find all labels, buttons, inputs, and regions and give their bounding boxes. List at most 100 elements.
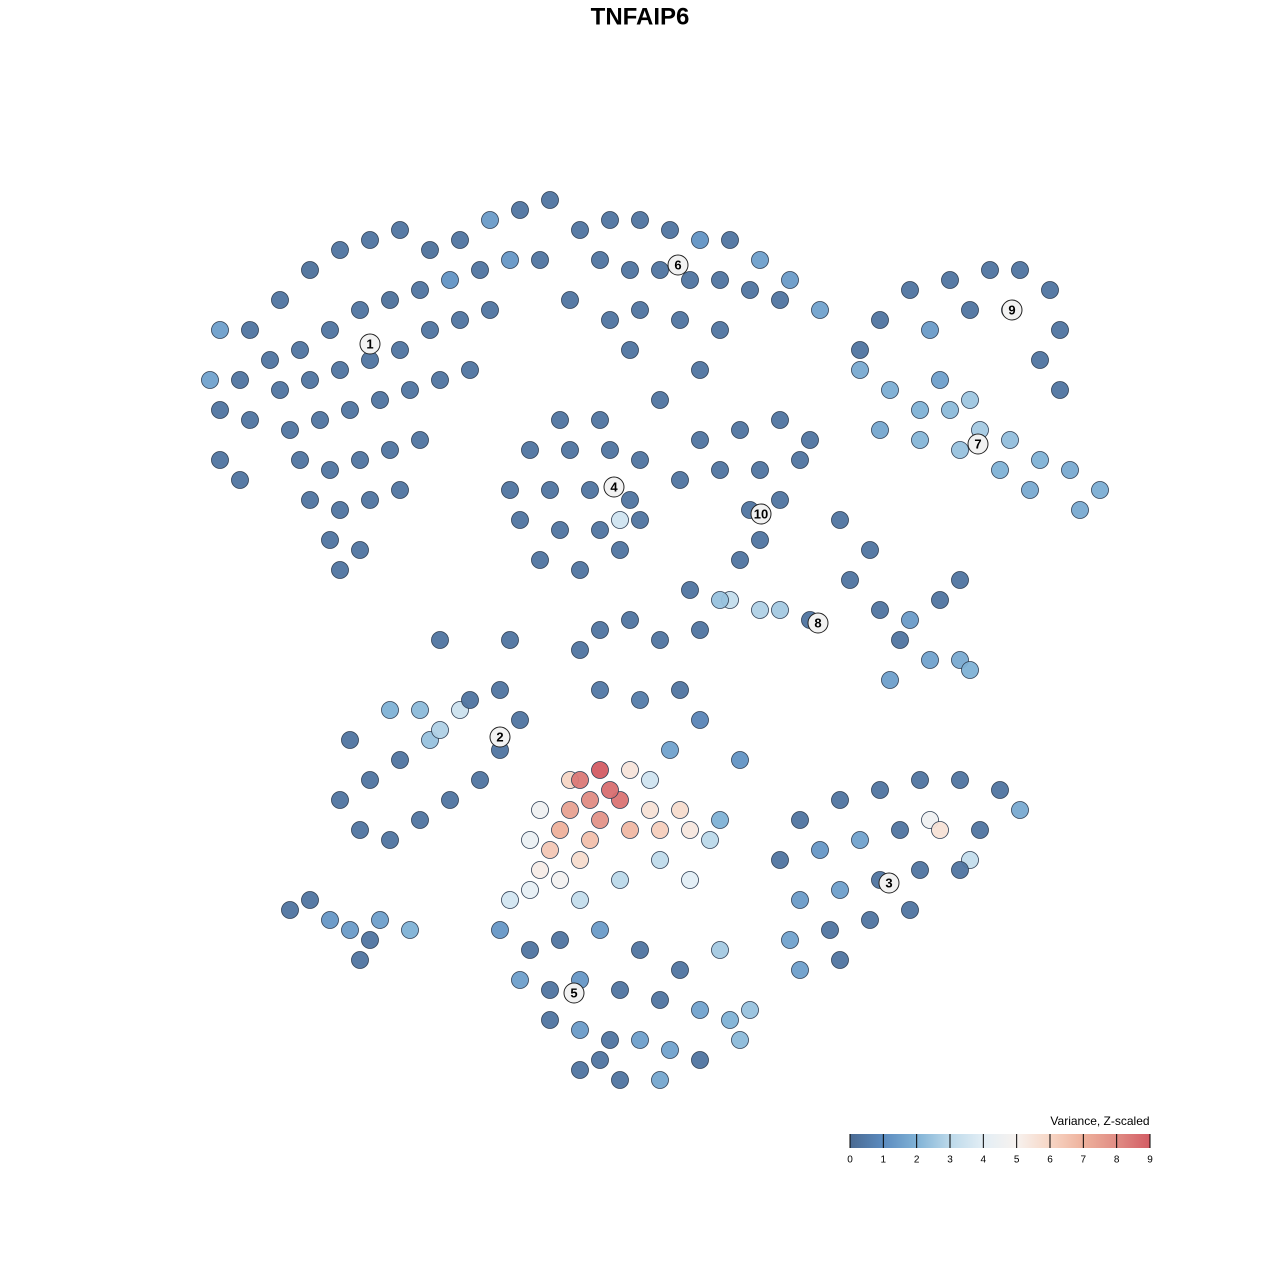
point (341, 401, 359, 419)
point (461, 361, 479, 379)
cluster-label: 2 (496, 729, 503, 744)
point (241, 321, 259, 339)
point (331, 791, 349, 809)
point (321, 911, 339, 929)
point (561, 801, 579, 819)
point (971, 821, 989, 839)
point (391, 751, 409, 769)
point (441, 791, 459, 809)
point (691, 231, 709, 249)
point (621, 341, 639, 359)
point (501, 891, 519, 909)
point (521, 941, 539, 959)
cluster-label: 1 (366, 336, 373, 351)
point (711, 271, 729, 289)
point (911, 431, 929, 449)
point (331, 561, 349, 579)
point (511, 971, 529, 989)
point (871, 601, 889, 619)
point (811, 301, 829, 319)
point (571, 1061, 589, 1079)
point (741, 1001, 759, 1019)
point (531, 551, 549, 569)
point (241, 411, 259, 429)
point (671, 471, 689, 489)
point (961, 391, 979, 409)
point (641, 801, 659, 819)
point (771, 601, 789, 619)
point (851, 361, 869, 379)
point (941, 271, 959, 289)
point (301, 891, 319, 909)
colorbar-tick-label: 6 (1047, 1155, 1053, 1166)
point (691, 1001, 709, 1019)
point (691, 621, 709, 639)
point (561, 441, 579, 459)
point (651, 821, 669, 839)
point (411, 431, 429, 449)
point (401, 921, 419, 939)
point (541, 481, 559, 499)
cluster-badge (750, 503, 772, 525)
point (611, 541, 629, 559)
point (651, 991, 669, 1009)
point (831, 951, 849, 969)
point (661, 1041, 679, 1059)
point (831, 791, 849, 809)
points (201, 191, 1109, 1089)
point (421, 321, 439, 339)
point (381, 831, 399, 849)
point (361, 491, 379, 509)
point (211, 401, 229, 419)
point (481, 211, 499, 229)
point (501, 481, 519, 499)
cluster-label: 4 (610, 479, 618, 494)
point (311, 411, 329, 429)
point (591, 251, 609, 269)
point (731, 1031, 749, 1049)
point (341, 731, 359, 749)
point (551, 821, 569, 839)
point (991, 461, 1009, 479)
colorbar-tick-label: 7 (1081, 1155, 1087, 1166)
point (611, 511, 629, 529)
point (691, 361, 709, 379)
point (531, 801, 549, 819)
point (711, 941, 729, 959)
point (1091, 481, 1109, 499)
point (691, 711, 709, 729)
point (481, 301, 499, 319)
point (1011, 261, 1029, 279)
point (751, 601, 769, 619)
cluster-label: 3 (885, 875, 892, 890)
point (771, 851, 789, 869)
point (541, 981, 559, 999)
point (631, 941, 649, 959)
point (231, 371, 249, 389)
point (651, 851, 669, 869)
point (261, 351, 279, 369)
point (891, 631, 909, 649)
cluster-badge (489, 726, 511, 748)
point (361, 931, 379, 949)
point (1071, 501, 1089, 519)
point (371, 391, 389, 409)
point (551, 931, 569, 949)
point (331, 241, 349, 259)
point (931, 591, 949, 609)
point (681, 271, 699, 289)
point (671, 311, 689, 329)
point (651, 1071, 669, 1089)
cluster-badge (563, 982, 585, 1004)
point (941, 401, 959, 419)
point (681, 821, 699, 839)
point (421, 241, 439, 259)
point (771, 411, 789, 429)
point (471, 261, 489, 279)
point (571, 641, 589, 659)
cluster-label: 6 (674, 257, 681, 272)
point (681, 581, 699, 599)
colorbar-tick-label: 2 (914, 1155, 920, 1166)
cluster-label: 9 (1008, 302, 1015, 317)
point (831, 511, 849, 529)
